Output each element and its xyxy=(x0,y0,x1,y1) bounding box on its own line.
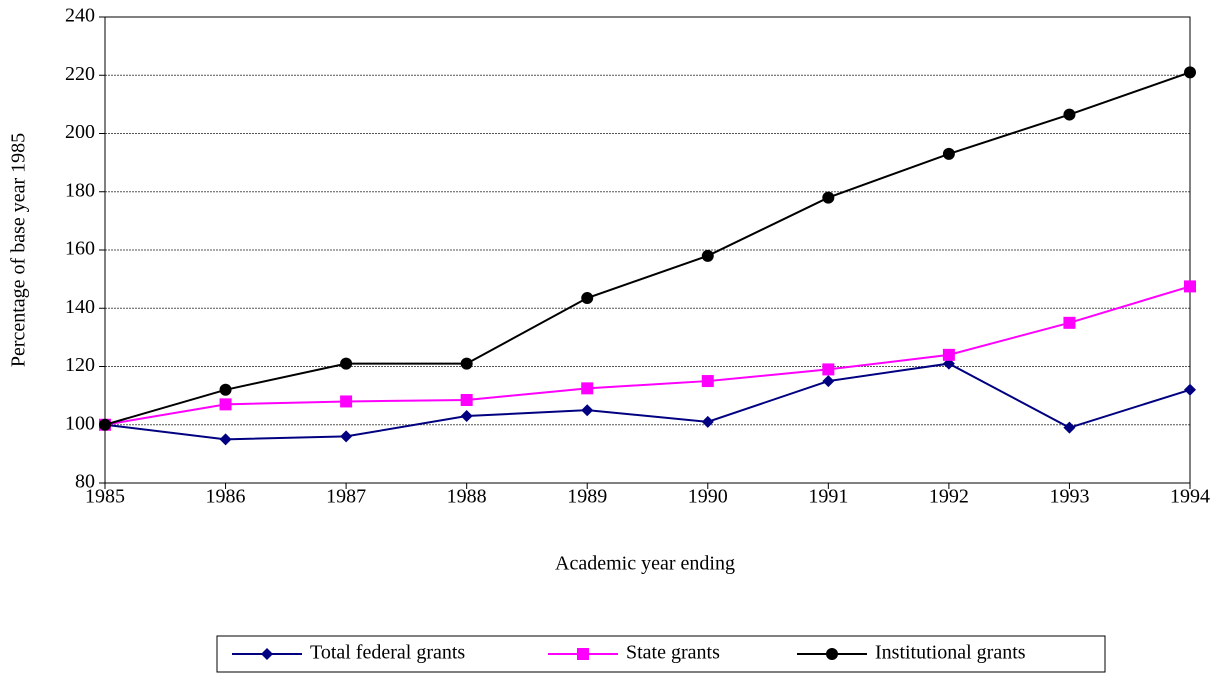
marker xyxy=(701,249,714,262)
legend-box xyxy=(216,635,1106,673)
marker xyxy=(99,418,111,431)
marker xyxy=(822,375,835,388)
marker xyxy=(219,383,232,396)
marker xyxy=(701,415,714,428)
marker xyxy=(460,410,473,423)
legend-label: Total federal grants xyxy=(310,642,465,664)
y-tick-label: 120 xyxy=(65,354,95,376)
marker xyxy=(1063,108,1076,121)
y-tick-label: 240 xyxy=(65,5,95,27)
marker xyxy=(460,393,473,406)
plot-frame xyxy=(104,16,1191,484)
marker xyxy=(1063,421,1076,434)
marker xyxy=(822,191,835,204)
x-tick-label: 1991 xyxy=(808,486,848,508)
y-tick-label: 180 xyxy=(65,179,95,201)
marker xyxy=(460,357,473,370)
marker xyxy=(340,395,353,408)
marker xyxy=(340,430,353,443)
legend-label: State grants xyxy=(626,642,720,664)
legend-marker xyxy=(577,648,589,660)
marker xyxy=(581,292,594,305)
x-tick-label: 1988 xyxy=(447,486,487,508)
x-tick-label: 1986 xyxy=(206,486,246,508)
y-tick-label: 100 xyxy=(65,412,95,434)
marker xyxy=(1184,383,1196,396)
marker xyxy=(942,348,955,361)
y-axis-label: Percentage of base year 1985 xyxy=(8,133,30,367)
marker xyxy=(1184,280,1196,293)
x-axis-label: Academic year ending xyxy=(555,553,735,575)
marker xyxy=(219,433,232,446)
legend-marker xyxy=(261,648,273,660)
x-tick-label: 1987 xyxy=(326,486,366,508)
marker xyxy=(219,398,232,411)
series-line xyxy=(104,285,1191,426)
marker xyxy=(581,382,594,395)
marker xyxy=(701,375,714,388)
x-tick-label: 1985 xyxy=(85,486,125,508)
y-tick-label: 140 xyxy=(65,296,95,318)
marker xyxy=(942,147,955,160)
x-tick-label: 1993 xyxy=(1049,486,1089,508)
marker xyxy=(340,357,353,370)
x-tick-label: 1990 xyxy=(688,486,728,508)
y-tick-label: 160 xyxy=(65,238,95,260)
series-line xyxy=(104,362,1191,441)
marker xyxy=(1184,66,1196,79)
legend-marker xyxy=(826,648,838,660)
x-tick-label: 1992 xyxy=(929,486,969,508)
x-tick-label: 1989 xyxy=(567,486,607,508)
marker xyxy=(822,363,835,376)
y-tick-label: 80 xyxy=(75,471,95,493)
y-tick-label: 200 xyxy=(65,121,95,143)
x-tick-label: 1994 xyxy=(1170,486,1210,508)
marker xyxy=(1063,316,1076,329)
series-line xyxy=(104,71,1191,426)
y-tick-label: 220 xyxy=(65,63,95,85)
legend-label: Institutional grants xyxy=(875,642,1026,664)
marker xyxy=(581,404,594,417)
